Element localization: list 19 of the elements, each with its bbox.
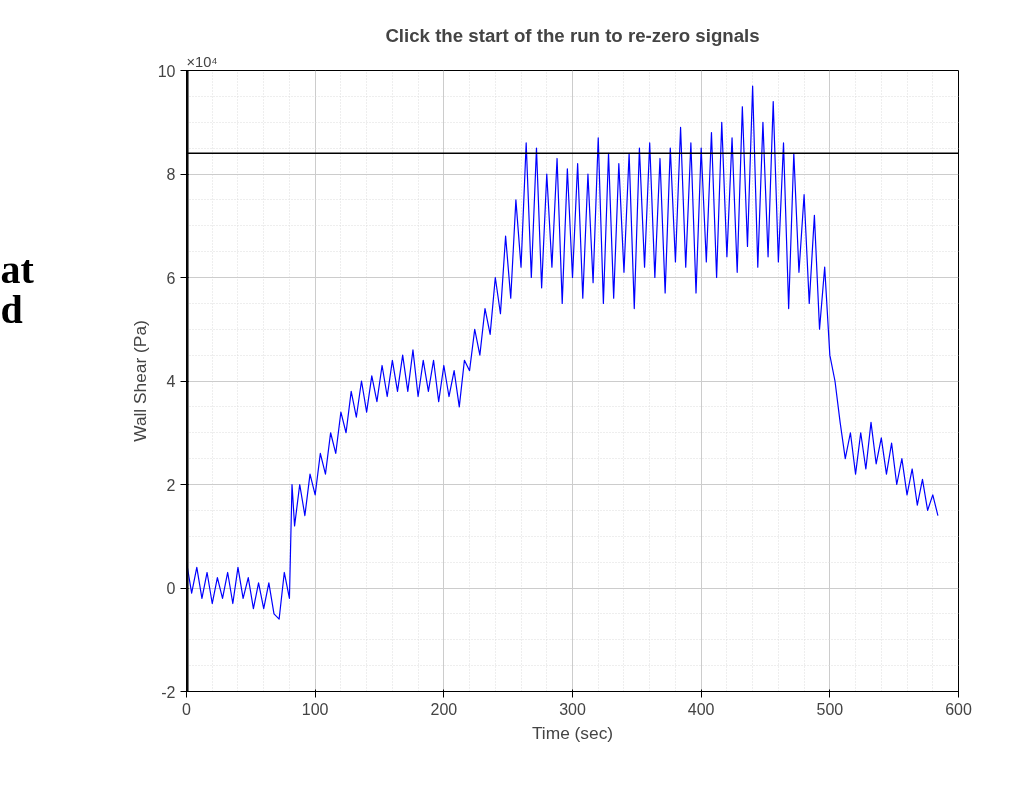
- y-tick-label: 8: [166, 166, 176, 183]
- y-tick-label: 6: [166, 269, 176, 287]
- x-tick-label: 300: [559, 700, 586, 718]
- x-tick-label: 200: [430, 700, 458, 718]
- y-tick-label: 2: [166, 476, 176, 494]
- x-tick-label: 0: [182, 700, 192, 718]
- y-tick-label: 10: [157, 62, 176, 80]
- y-axis-title: Wall Shear (Pa): [129, 320, 150, 442]
- y-tick-label: -2: [161, 683, 176, 701]
- y-tick-label: 4: [166, 373, 176, 390]
- x-tick-label: 500: [816, 700, 844, 718]
- x-tick-label: 400: [687, 700, 715, 718]
- x-tick-label: 100: [301, 700, 329, 718]
- y-tick-label: 0: [166, 580, 176, 597]
- chart-title: Click the start of the run to re-zero signals: [385, 24, 760, 46]
- line-series: [186, 85, 939, 620]
- x-axis-title: Time (sec): [531, 722, 614, 743]
- x-tick-label: 600: [945, 700, 972, 718]
- text: ×10⁴: [186, 53, 218, 70]
